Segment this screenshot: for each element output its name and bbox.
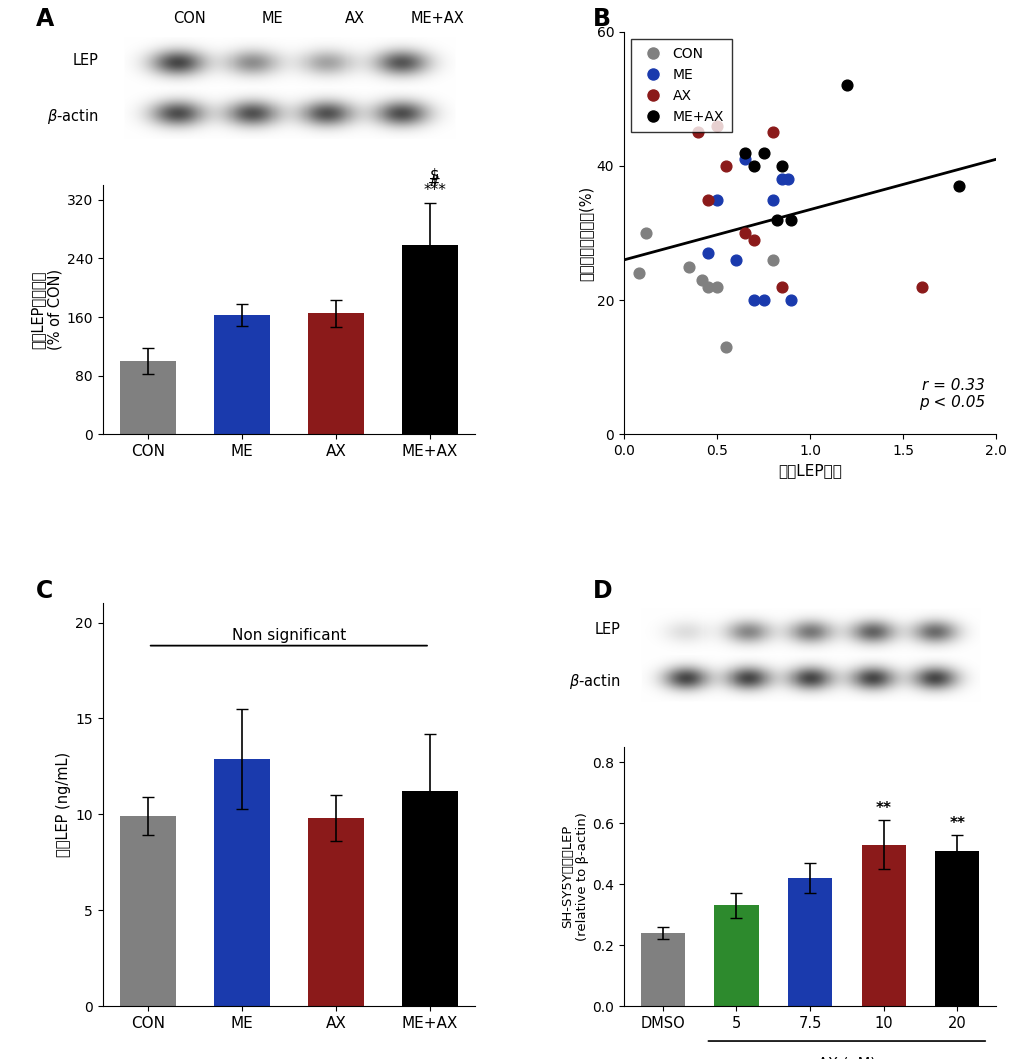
Text: LEP: LEP <box>73 53 99 68</box>
Text: AX: AX <box>345 11 365 26</box>
Point <box>768 211 785 228</box>
Point <box>709 118 725 134</box>
Point <box>699 191 716 208</box>
Y-axis label: 平台面的游泳比例(%): 平台面的游泳比例(%) <box>579 185 594 281</box>
Text: CON: CON <box>174 11 206 26</box>
Bar <box>641 933 685 1006</box>
Bar <box>308 313 364 434</box>
X-axis label: 海马LEP表达: 海马LEP表达 <box>778 464 842 479</box>
Bar <box>788 878 832 1006</box>
Text: **: ** <box>876 801 891 815</box>
Text: ME+AX: ME+AX <box>411 11 464 26</box>
Text: ME: ME <box>262 11 283 26</box>
Text: Non significant: Non significant <box>232 628 346 643</box>
Text: D: D <box>593 579 613 604</box>
Point <box>764 191 781 208</box>
Bar <box>214 315 270 434</box>
Text: B: B <box>593 7 611 32</box>
Text: ***: *** <box>423 183 446 198</box>
Point <box>774 158 791 175</box>
Point <box>681 258 697 275</box>
Text: #: # <box>428 175 441 190</box>
Text: AX (μM): AX (μM) <box>817 1057 876 1059</box>
Point <box>951 178 967 195</box>
Text: $: $ <box>429 167 440 182</box>
Point <box>631 265 647 282</box>
Text: LEP: LEP <box>595 622 620 636</box>
Point <box>709 279 725 295</box>
Point <box>699 279 716 295</box>
Bar <box>715 905 759 1006</box>
Point <box>638 225 654 241</box>
Y-axis label: 海马LEP表达水平
(% of CON): 海马LEP表达水平 (% of CON) <box>30 269 63 351</box>
Text: $\beta$-actin: $\beta$-actin <box>569 671 620 690</box>
Point <box>727 251 744 268</box>
Point <box>774 279 791 295</box>
Point <box>755 291 771 308</box>
Point <box>690 124 707 141</box>
Bar <box>308 819 364 1006</box>
Text: r = 0.33
p < 0.05: r = 0.33 p < 0.05 <box>919 378 985 410</box>
Point <box>746 158 762 175</box>
Point <box>718 158 734 175</box>
Point <box>736 150 753 167</box>
Text: C: C <box>36 579 53 604</box>
Point <box>779 170 796 187</box>
Point <box>784 211 800 228</box>
Point <box>736 144 753 161</box>
Point <box>755 144 771 161</box>
Legend: CON, ME, AX, ME+AX: CON, ME, AX, ME+AX <box>631 39 732 132</box>
Bar <box>936 850 980 1006</box>
Text: **: ** <box>949 815 965 831</box>
Point <box>784 291 800 308</box>
Point <box>709 191 725 208</box>
Point <box>699 245 716 262</box>
Y-axis label: 血浆LEP (ng/mL): 血浆LEP (ng/mL) <box>56 752 71 858</box>
Bar <box>402 791 458 1006</box>
Point <box>839 77 855 94</box>
Bar <box>862 844 906 1006</box>
Text: A: A <box>36 7 54 32</box>
Point <box>736 225 753 241</box>
Bar <box>119 361 176 434</box>
Bar <box>402 245 458 434</box>
Point <box>746 291 762 308</box>
Point <box>764 251 781 268</box>
Text: $\beta$-actin: $\beta$-actin <box>47 107 99 126</box>
Point <box>913 279 929 295</box>
Point <box>694 271 711 288</box>
Point <box>746 231 762 248</box>
Point <box>774 170 791 187</box>
Point <box>764 124 781 141</box>
Y-axis label: SH-SY5Y细胞的LEP
(relative to β-actin): SH-SY5Y细胞的LEP (relative to β-actin) <box>562 812 589 941</box>
Bar <box>214 758 270 1006</box>
Bar <box>119 816 176 1006</box>
Point <box>718 339 734 356</box>
